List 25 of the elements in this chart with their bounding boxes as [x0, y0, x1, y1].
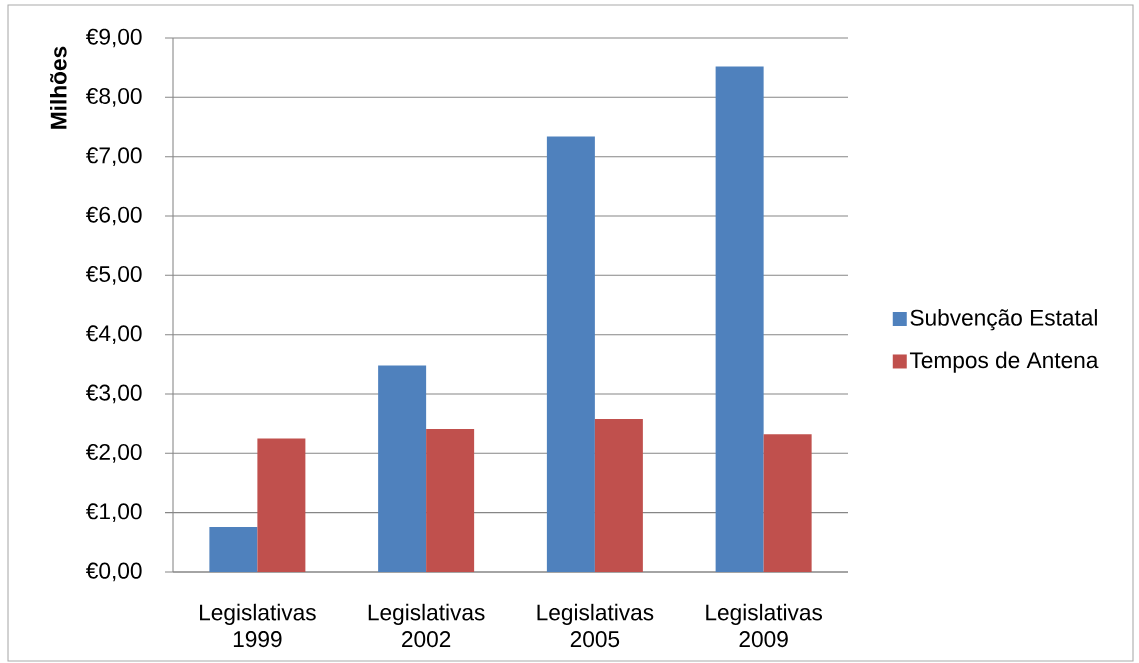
legend-label: Subvenção Estatal: [910, 309, 1097, 331]
bar: [209, 526, 258, 572]
x-tick-label: Legislativas 1999: [200, 603, 316, 648]
y-tick-label: €3,00: [85, 384, 142, 404]
y-axis-title: Milhões: [50, 46, 67, 129]
y-tick-label: €0,00: [85, 562, 142, 582]
y-tick-label: €8,00: [85, 87, 142, 107]
y-tick-label: €4,00: [85, 325, 142, 345]
y-tick-label: €1,00: [85, 503, 142, 523]
bar: [594, 418, 643, 572]
legend-label: Tempos de Antena: [909, 351, 1099, 373]
bar: [546, 136, 595, 572]
y-tick-label: €9,00: [85, 28, 142, 48]
bar: [763, 434, 812, 572]
bar: [426, 429, 475, 572]
y-tick-label: €5,00: [85, 265, 142, 285]
x-tick-label: Legislativas 2005: [537, 603, 654, 648]
y-tick-label: €2,00: [85, 443, 142, 463]
bar: [715, 66, 764, 572]
bar: [378, 365, 427, 572]
bar: [257, 438, 306, 572]
y-tick-label: €6,00: [85, 206, 142, 226]
y-tick-label: €7,00: [85, 147, 142, 167]
x-tick-label: Legislativas 2002: [368, 603, 485, 648]
x-tick-label: Legislativas 2009: [706, 603, 822, 648]
